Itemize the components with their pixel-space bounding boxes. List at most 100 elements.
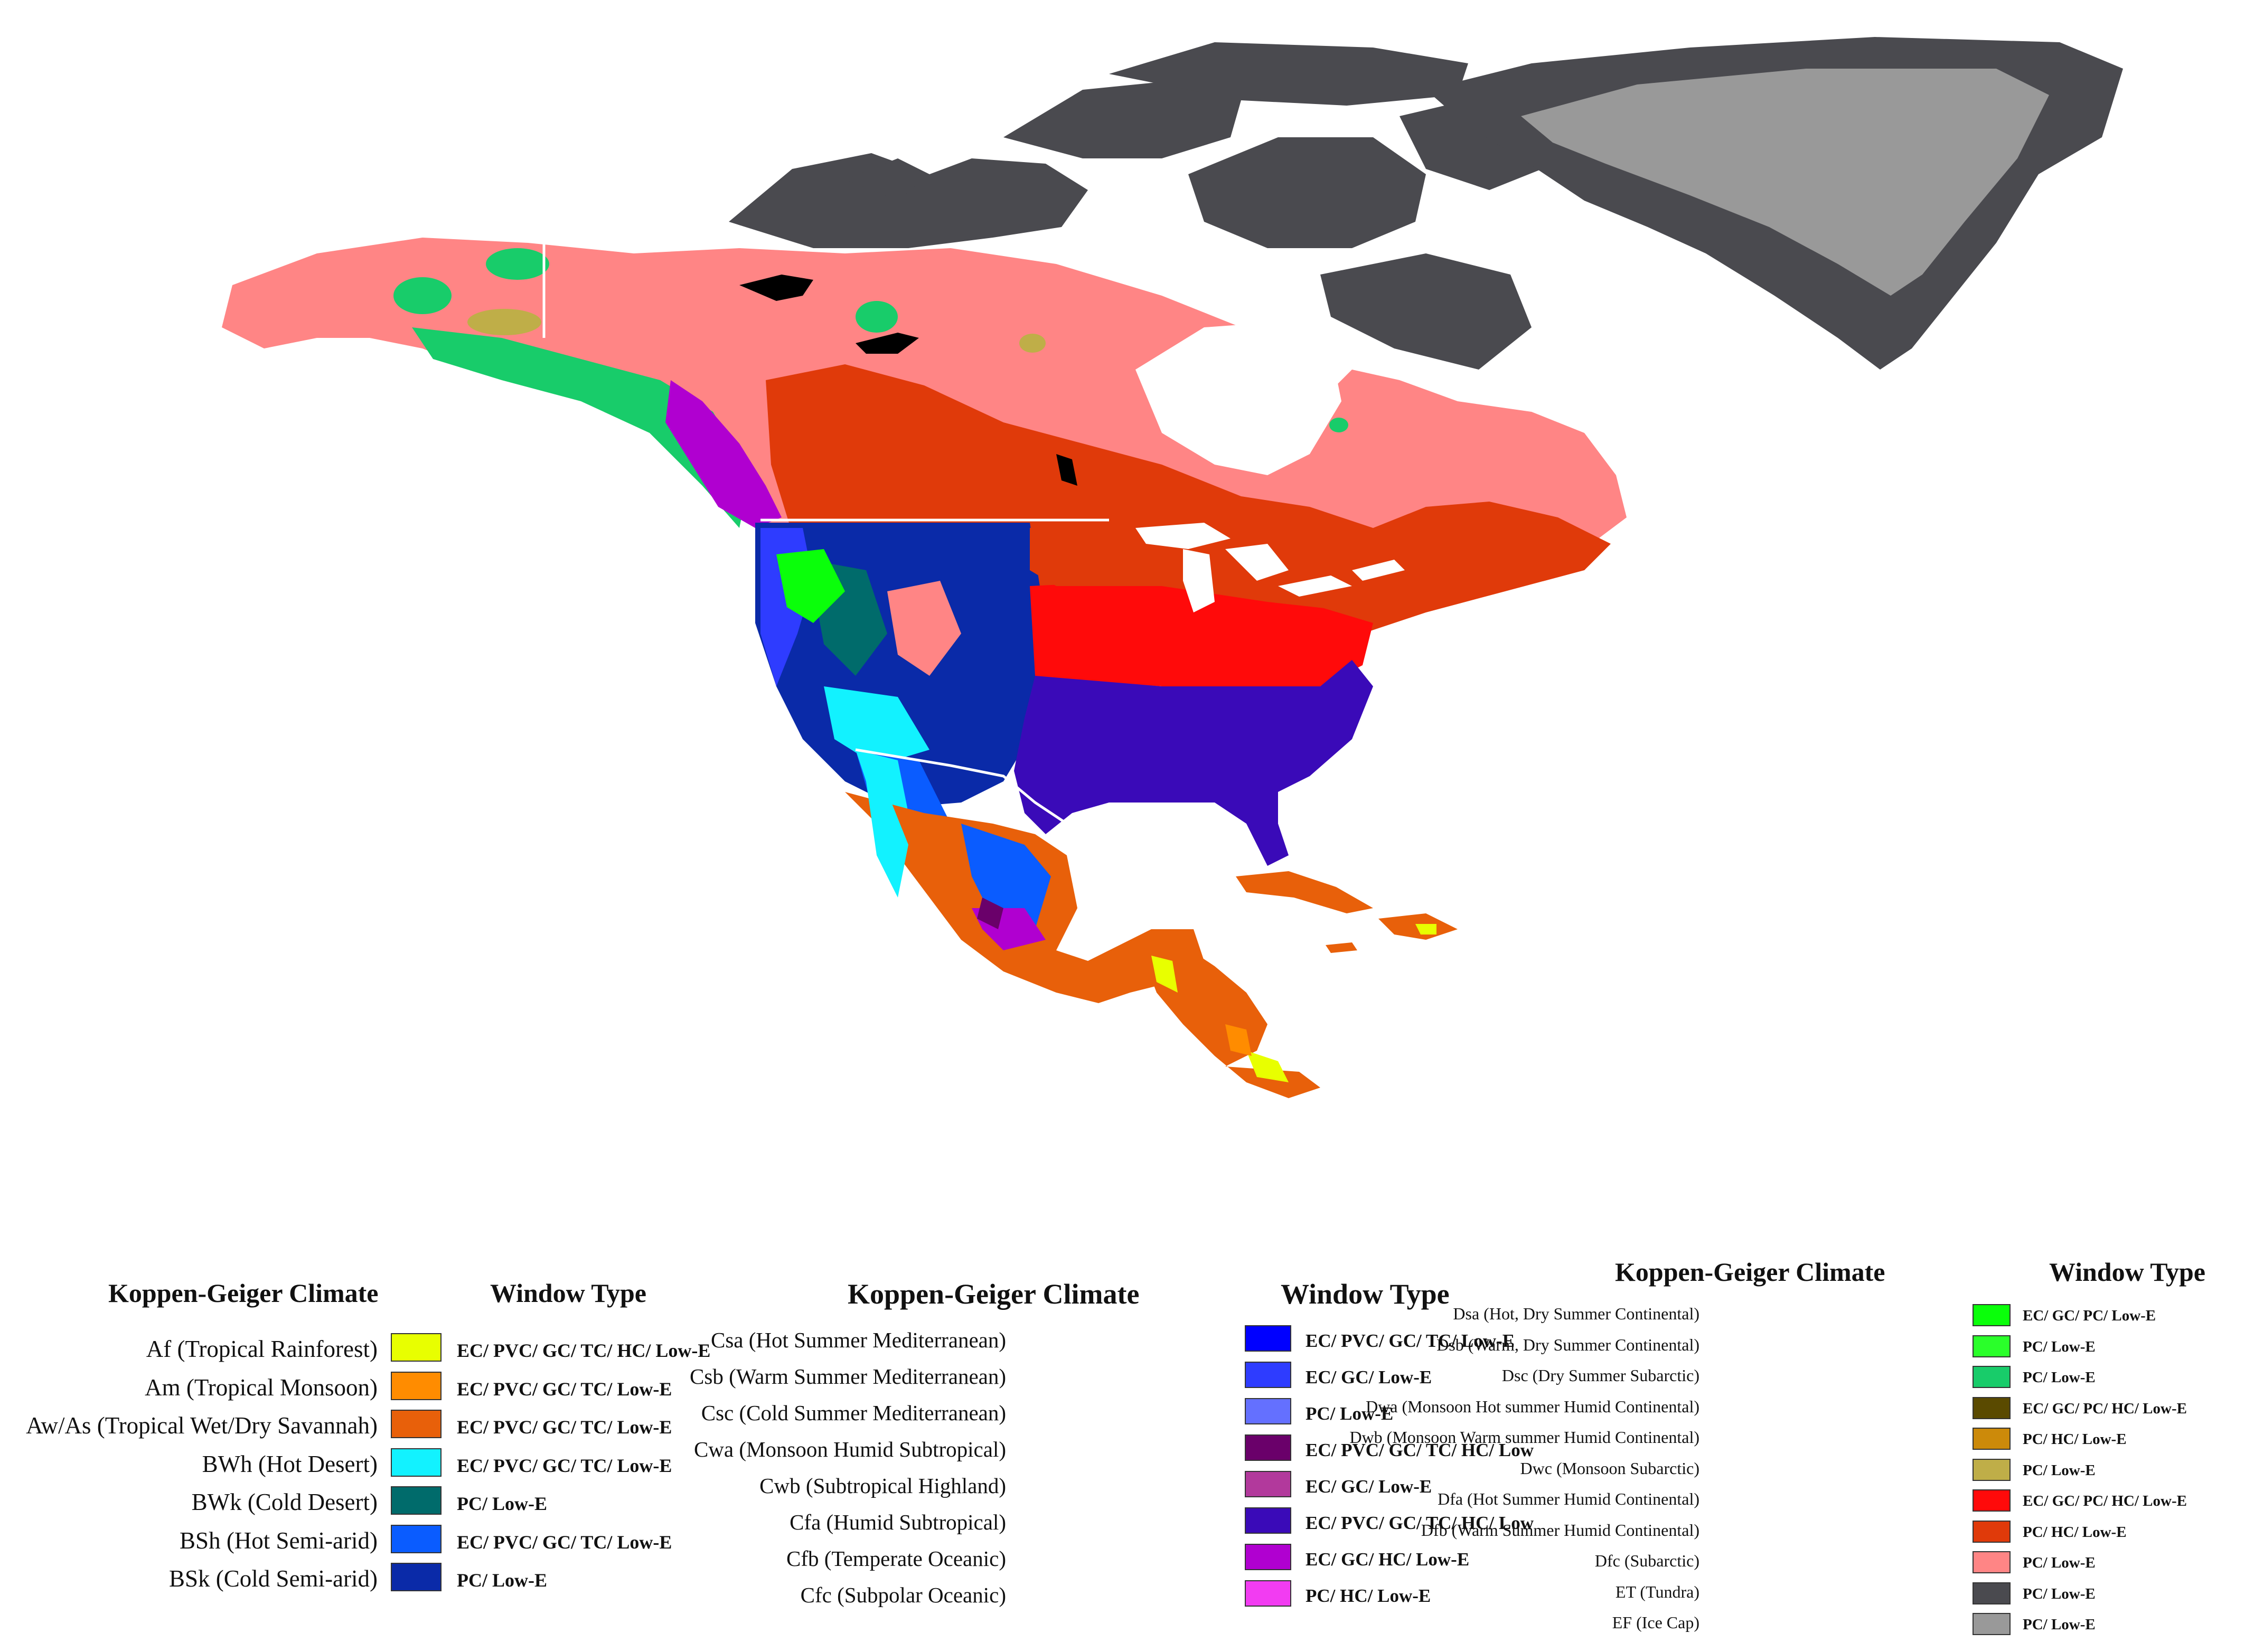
color-swatch: [1973, 1520, 2011, 1543]
great-lakes: [1135, 523, 1405, 612]
legend-header-window: Window Type: [1281, 1278, 1450, 1310]
color-swatch: [391, 1448, 442, 1477]
legend-row: Dfa (Hot Summer Humid Continental) EC/ GC…: [1438, 1489, 2254, 1521]
color-swatch: [1973, 1335, 2011, 1357]
color-swatch: [1973, 1366, 2011, 1388]
window-type-label: EC/ GC/ PC/ HC/ Low-E: [2023, 1493, 2187, 1509]
legend-row: Csa (Hot Summer Mediterranean) EC/ PVC/ G…: [711, 1325, 1590, 1357]
window-type-label: PC/ HC/ Low-E: [2023, 1523, 2127, 1541]
window-type-label: EC/ PVC/ GC/ TC/ Low-E: [457, 1455, 672, 1476]
dsc-patches: [393, 248, 1348, 528]
color-swatch: [1245, 1507, 1291, 1534]
climate-label: Am (Tropical Monsoon): [145, 1374, 378, 1401]
climate-label: Cfa (Humid Subtropical): [790, 1510, 1006, 1534]
color-swatch: [1973, 1582, 2011, 1604]
color-swatch: [1245, 1325, 1291, 1352]
legend-row: Am (Tropical Monsoon) EC/ PVC/ GC/ TC/ Lo…: [0, 1371, 792, 1403]
color-swatch: [1973, 1458, 2011, 1481]
legend-row: Dsa (Hot, Dry Summer Continental) EC/ GC/…: [1453, 1304, 2254, 1336]
window-type-label: EC/ PVC/ GC/ TC/ Low-E: [1306, 1330, 1515, 1351]
window-type-label: PC/ Low-E: [2023, 1369, 2096, 1386]
color-swatch: [1245, 1398, 1291, 1424]
color-swatch: [1973, 1613, 2011, 1635]
greenland: [1426, 37, 2123, 370]
legend-row: Cwa (Monsoon Humid Subtropical) EC/ PVC/ …: [694, 1434, 1590, 1466]
color-swatch: [1245, 1434, 1291, 1461]
legend-row: BWh (Hot Desert) EC/ PVC/ GC/ TC/ Low-E: [0, 1448, 792, 1480]
window-type-label: EC/ GC/ PC/ Low-E: [2023, 1307, 2156, 1324]
legend-row: Dsc (Dry Summer Subarctic) PC/ Low-E: [1502, 1366, 2254, 1398]
climate-label: BSk (Cold Semi-arid): [169, 1565, 378, 1592]
climate-label: Dfa (Hot Summer Humid Continental): [1438, 1489, 1699, 1508]
climate-label: Dsa (Hot, Dry Summer Continental): [1453, 1304, 1699, 1323]
climate-label: Dfb (Warm Summer Humid Continental): [1421, 1520, 1699, 1540]
color-swatch: [391, 1371, 442, 1400]
hudson-bay: [1135, 322, 1341, 475]
legend-row: BWk (Cold Desert) PC/ Low-E: [0, 1486, 792, 1518]
arctic-islands: [729, 42, 1553, 370]
legend-row: BSh (Hot Semi-arid) EC/ PVC/ GC/ TC/ Low-…: [0, 1524, 792, 1556]
climate-label: BSh (Hot Semi-arid): [180, 1527, 378, 1554]
color-swatch: [1973, 1428, 2011, 1450]
color-swatch: [391, 1563, 442, 1591]
mexico: [845, 781, 1204, 1003]
legend-row: Dfc (Subarctic) PC/ Low-E: [1558, 1551, 2254, 1583]
climate-label: ET (Tundra): [1615, 1582, 1699, 1601]
color-swatch: [1973, 1304, 2011, 1326]
legend-row: ET (Tundra) PC/ Low-E: [1558, 1582, 2254, 1614]
window-type-label: PC/ HC/ Low-E: [2023, 1431, 2127, 1448]
window-type-label: PC/ Low-E: [1306, 1403, 1394, 1424]
window-type-label: EC/ GC/ HC/ Low-E: [1306, 1549, 1470, 1570]
north-america-climate-map: [222, 37, 2123, 1098]
color-swatch: [1973, 1396, 2011, 1419]
central-america: [1141, 945, 1320, 1098]
window-type-label: PC/ Low-E: [2023, 1585, 2096, 1602]
window-type-label: PC/ Low-E: [2023, 1554, 2096, 1571]
climate-label: Dwb (Monsoon Warm summer Humid Continent…: [1349, 1428, 1699, 1447]
climate-label: Csa (Hot Summer Mediterranean): [710, 1328, 1006, 1352]
climate-label: Dwa (Monsoon Hot summer Humid Continenta…: [1366, 1396, 1699, 1416]
pacific-coast-cfb: [665, 380, 782, 528]
color-swatch: [391, 1333, 442, 1362]
legend-row: Aw/As (Tropical Wet/Dry Savannah) EC/ PVC…: [0, 1410, 792, 1441]
legend-row: Dsb (Warm, Dry Summer Continental) PC/ Lo…: [1436, 1335, 2254, 1367]
legend-row: Cfa (Humid Subtropical) EC/ PVC/ GC/ TC/ …: [790, 1507, 1590, 1539]
window-type-label: PC/ Low-E: [2023, 1338, 2096, 1355]
legend-header-climate: Koppen-Geiger Climate: [108, 1278, 379, 1308]
legend-row: EF (Ice Cap) PC/ Low-E: [1558, 1613, 2254, 1645]
color-swatch: [391, 1410, 442, 1438]
legend-row: Cfb (Temperate Oceanic) EC/ GC/ HC/ Low-E: [786, 1544, 1590, 1575]
color-swatch: [391, 1486, 442, 1515]
color-swatch: [1245, 1544, 1291, 1570]
caribbean-islands: [1236, 871, 1458, 953]
legend-header-window: Window Type: [490, 1278, 646, 1308]
canada-lakes: [739, 275, 1077, 486]
color-swatch: [1973, 1551, 2011, 1573]
legend-row: Dwb (Monsoon Warm summer Humid Continent…: [1349, 1428, 2254, 1459]
window-type-label: PC/ Low-E: [457, 1493, 547, 1514]
western-usa: [755, 523, 1046, 866]
climate-label: Cfc (Subpolar Oceanic): [800, 1583, 1006, 1607]
window-type-label: EC/ PVC/ GC/ TC/ HC/ Low: [1306, 1440, 1534, 1460]
window-type-label: PC/ Low-E: [2023, 1461, 2096, 1479]
climate-label: BWh (Hot Desert): [202, 1450, 378, 1477]
legend-row: Csb (Warm Summer Mediterranean) EC/ GC/ L…: [690, 1362, 1590, 1393]
legend-row: Dwc (Monsoon Subarctic) PC/ Low-E: [1520, 1458, 2254, 1490]
window-type-label: EC/ PVC/ GC/ TC/ Low-E: [457, 1417, 672, 1438]
window-type-label: PC/ HC/ Low-E: [1306, 1585, 1431, 1606]
window-type-label: EC/ PVC/ GC/ TC/ HC/ Low-E: [457, 1340, 711, 1361]
climate-label: Dwc (Monsoon Subarctic): [1520, 1458, 1699, 1478]
window-type-label: EC/ PVC/ GC/ TC/ HC/ Low: [1306, 1513, 1534, 1533]
legend-row: Dfb (Warm Summer Humid Continental) PC/ H…: [1421, 1520, 2254, 1552]
legend-row: Cwb (Subtropical Highland) EC/ GC/ Low-E: [759, 1471, 1590, 1503]
climate-label: EF (Ice Cap): [1612, 1613, 1699, 1632]
window-type-label: EC/ PVC/ GC/ TC/ Low-E: [457, 1531, 672, 1553]
climate-label: Csc (Cold Summer Mediterranean): [701, 1401, 1006, 1425]
political-borders: [542, 232, 1109, 825]
window-type-label: PC/ Low-E: [457, 1570, 547, 1591]
legend-row: BSk (Cold Semi-arid) PC/ Low-E: [0, 1563, 792, 1594]
window-type-label: EC/ GC/ Low-E: [1306, 1476, 1432, 1497]
color-swatch: [1245, 1471, 1291, 1497]
climate-label: Cfb (Temperate Oceanic): [786, 1546, 1006, 1571]
climate-label: Aw/As (Tropical Wet/Dry Savannah): [26, 1412, 378, 1439]
